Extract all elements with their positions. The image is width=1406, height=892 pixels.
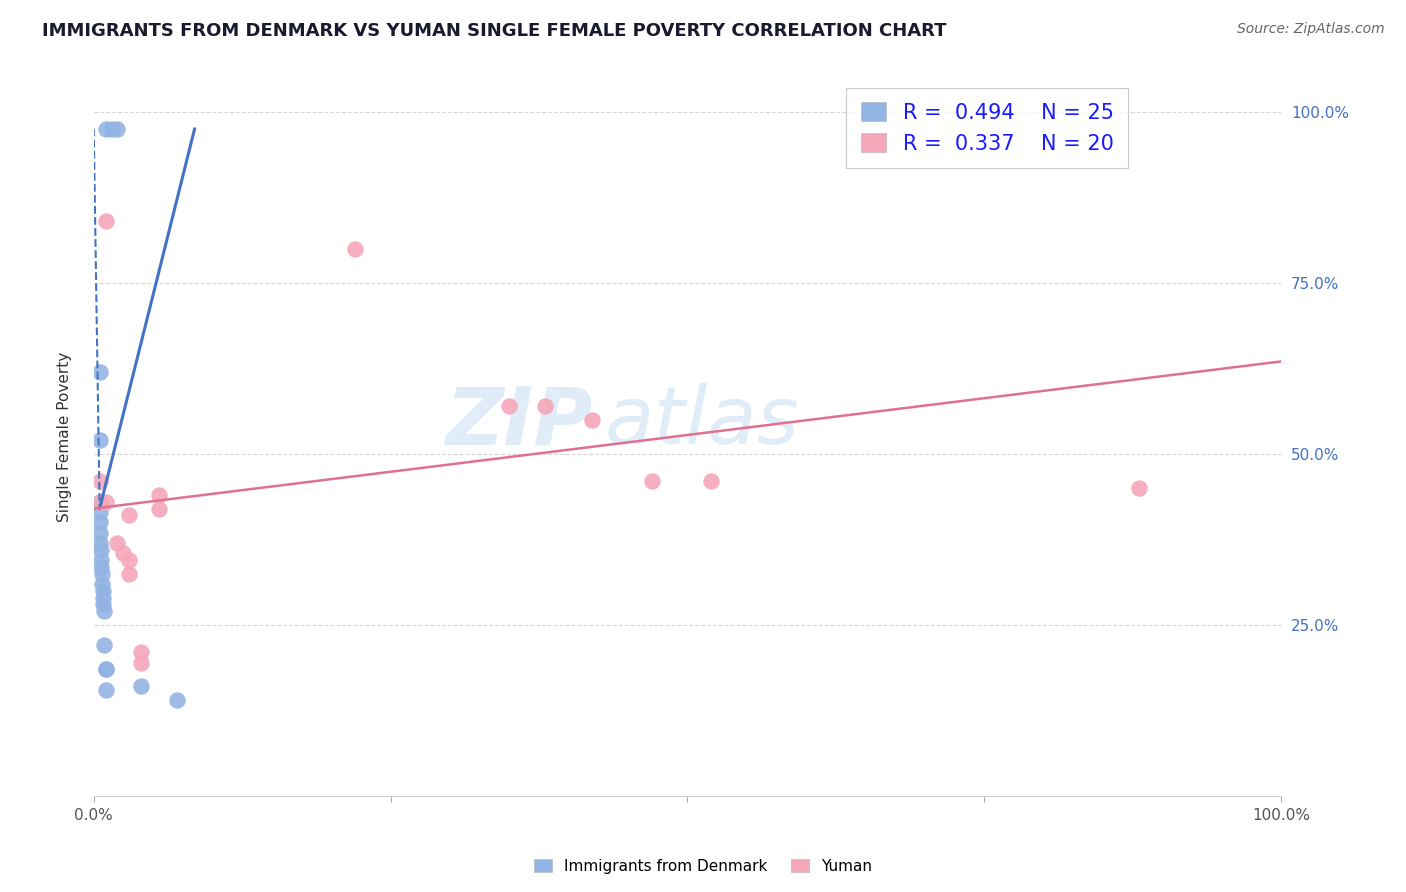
Point xyxy=(94,662,117,676)
Point xyxy=(89,535,111,549)
Point xyxy=(89,474,111,488)
Point xyxy=(129,656,152,670)
Point xyxy=(641,474,664,488)
Point xyxy=(498,399,520,413)
Point xyxy=(93,639,115,653)
Point xyxy=(94,682,117,697)
Point xyxy=(90,559,112,574)
Point xyxy=(89,433,111,447)
Point xyxy=(89,505,111,519)
Point xyxy=(700,474,723,488)
Legend: R =  0.494    N = 25, R =  0.337    N = 20: R = 0.494 N = 25, R = 0.337 N = 20 xyxy=(846,87,1128,169)
Point xyxy=(91,591,114,605)
Y-axis label: Single Female Poverty: Single Female Poverty xyxy=(58,351,72,522)
Point xyxy=(118,553,141,567)
Point xyxy=(91,598,114,612)
Text: IMMIGRANTS FROM DENMARK VS YUMAN SINGLE FEMALE POVERTY CORRELATION CHART: IMMIGRANTS FROM DENMARK VS YUMAN SINGLE … xyxy=(42,22,946,40)
Point xyxy=(91,577,114,591)
Point xyxy=(1128,481,1150,495)
Point xyxy=(90,553,112,567)
Point xyxy=(534,399,557,413)
Point xyxy=(148,501,170,516)
Point xyxy=(91,583,114,598)
Point xyxy=(107,121,129,136)
Point xyxy=(89,494,111,508)
Point xyxy=(107,535,129,549)
Point xyxy=(89,515,111,529)
Point xyxy=(148,488,170,502)
Point xyxy=(129,645,152,659)
Point xyxy=(343,242,366,256)
Point xyxy=(112,546,135,560)
Point xyxy=(91,566,114,581)
Point xyxy=(581,412,603,426)
Point xyxy=(90,542,112,557)
Point xyxy=(166,693,188,707)
Text: Source: ZipAtlas.com: Source: ZipAtlas.com xyxy=(1237,22,1385,37)
Point xyxy=(89,494,111,508)
Legend: Immigrants from Denmark, Yuman: Immigrants from Denmark, Yuman xyxy=(527,853,879,880)
Point xyxy=(118,508,141,523)
Point xyxy=(129,680,152,694)
Point xyxy=(118,566,141,581)
Point xyxy=(94,494,117,508)
Point xyxy=(89,365,111,379)
Point xyxy=(89,525,111,540)
Point xyxy=(94,214,117,228)
Point xyxy=(93,604,115,618)
Text: ZIP: ZIP xyxy=(446,384,592,461)
Point xyxy=(94,662,117,676)
Point xyxy=(94,121,117,136)
Text: atlas: atlas xyxy=(605,384,799,461)
Point xyxy=(100,121,122,136)
